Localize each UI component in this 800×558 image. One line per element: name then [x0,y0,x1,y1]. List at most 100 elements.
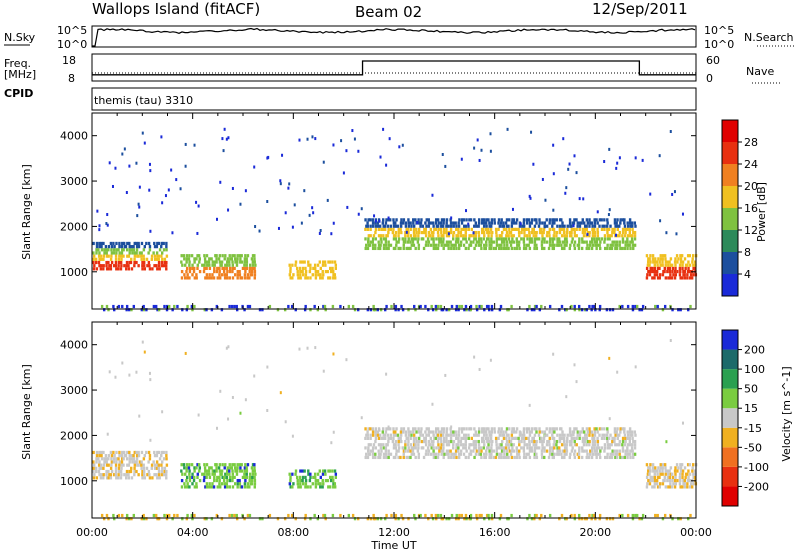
power-cell [648,263,651,267]
power-cell [586,221,590,225]
velocity-cell [213,469,216,473]
power-cell [366,308,370,312]
power-cell [420,237,424,241]
velocity-cell [215,426,218,430]
velocity-cell [246,463,250,467]
power-cell [102,264,105,268]
power-cell [502,224,506,228]
power-cell [452,221,455,225]
power-cell [427,240,431,244]
velocity-cell [110,454,114,458]
velocity-cell [674,475,677,480]
power-cell [92,257,95,261]
power-cell [107,245,111,249]
velocity-cell [133,463,137,467]
power-cell [245,257,248,261]
velocity-cell [434,427,438,431]
power-cell [364,246,367,251]
velocity-cell [490,443,493,447]
power-cell [321,263,325,267]
power-cell [417,243,421,247]
power-cell [534,234,538,238]
power-cell [314,266,317,271]
power-cell [203,266,206,271]
velocity-cell [525,430,529,434]
velocity-cell [488,452,491,456]
power-cell [249,263,252,267]
power-cell [563,243,566,247]
power-cell [485,224,488,228]
velocity-cell [457,449,460,453]
velocity-cell [600,436,604,440]
power-cell [628,243,631,247]
power-cell [191,273,194,277]
power-cell [130,308,133,312]
velocity-cell [148,457,152,461]
power-cell [402,246,405,251]
velocity-cell [452,439,456,444]
power-cell [656,304,659,309]
velocity-cell [548,452,552,456]
velocity-cell [528,446,532,450]
power-cell [477,240,481,244]
power-cell [469,308,472,312]
velocity-cell [459,449,463,453]
velocity-cell [201,472,204,476]
velocity-cell [655,482,659,486]
velocity-cell [661,472,664,476]
velocity-cell [210,517,214,521]
velocity-cell [113,517,116,521]
velocity-cell [389,436,393,440]
power-cell [555,230,559,235]
velocity-cell [404,443,407,447]
velocity-cell [623,427,626,431]
velocity-cell [376,433,380,437]
velocity-cell [667,472,670,476]
velocity-cell [488,430,491,434]
velocity-cell [224,472,227,476]
power-cell [665,231,668,235]
power-cell [590,221,594,225]
velocity-cell [430,513,433,518]
power-cell [380,227,383,231]
velocity-cell [563,452,566,456]
velocity-cell [689,482,693,486]
power-cell [395,240,398,244]
velocity-cell [478,367,481,371]
velocity-cell [533,427,536,431]
velocity-cell [649,475,652,480]
power-cell [441,308,445,312]
velocity-cell [162,457,166,461]
velocity-cell [387,452,391,456]
velocity-cell [193,485,197,489]
velocity-cell [138,414,141,418]
power-cell [329,269,333,274]
velocity-cell [628,427,632,431]
velocity-cell [498,517,502,521]
power-cell [193,143,196,147]
velocity-cell [522,436,526,440]
power-cell [405,227,408,231]
power-cell [417,218,420,222]
power-cell [397,240,400,244]
velocity-cell [482,427,486,431]
power-cell [582,234,586,238]
power-cell [392,234,396,238]
velocity-cell [508,427,511,431]
power-cell [488,240,491,244]
power-cell [239,276,242,280]
velocity-cell [392,443,396,447]
nsky-label: N.Sky [4,31,36,44]
power-cell [462,237,465,241]
power-cell [676,269,679,274]
power-cell [319,273,322,277]
power-cell [308,269,312,274]
velocity-cell [585,455,588,460]
velocity-cell [491,439,494,444]
velocity-cell [656,485,660,489]
power-cell [624,227,627,231]
velocity-cell [135,457,139,461]
velocity-cell [455,455,458,460]
power-cell [326,269,329,274]
power-cell [551,218,554,222]
